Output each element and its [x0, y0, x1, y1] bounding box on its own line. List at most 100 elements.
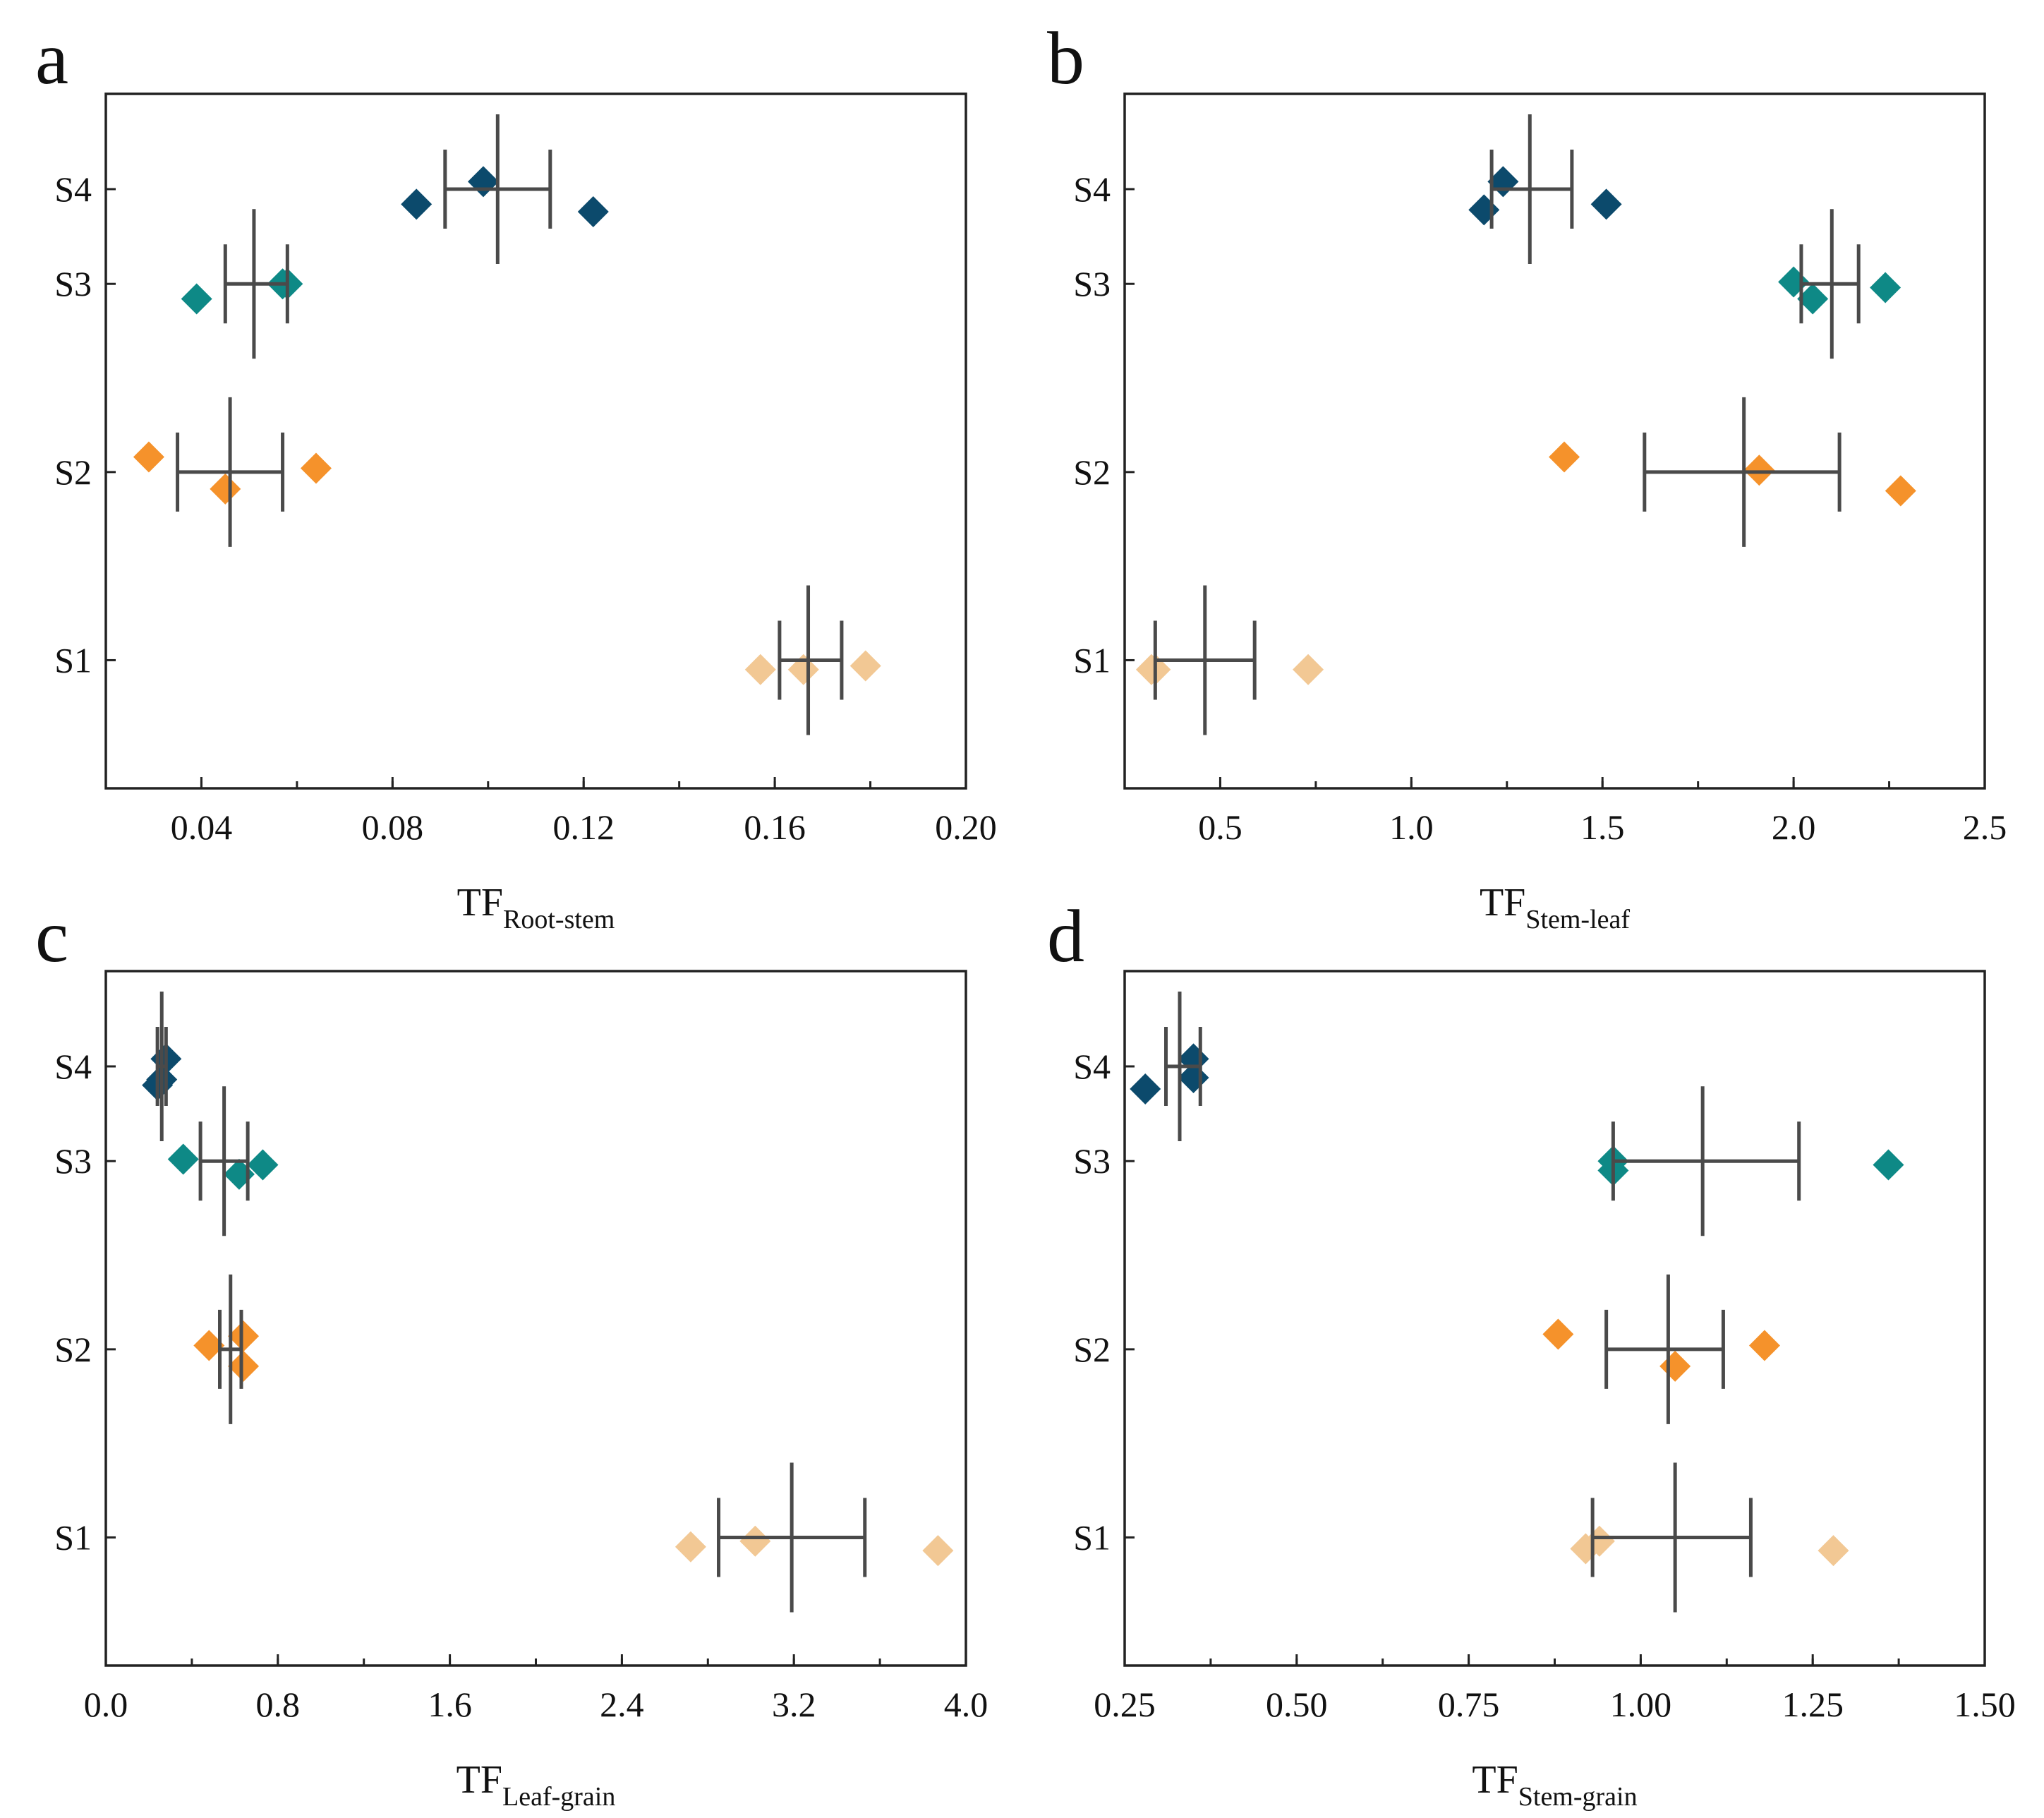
x-tick-label: 1.5	[1580, 807, 1625, 847]
x-tick-label: 3.2	[772, 1685, 816, 1724]
y-tick-label: S1	[1073, 640, 1111, 680]
y-tick-label: S2	[1073, 452, 1111, 492]
data-point	[1590, 188, 1622, 220]
data-point	[1885, 475, 1916, 507]
data-point	[922, 1535, 954, 1567]
series-S4	[401, 114, 609, 265]
data-point	[739, 1525, 771, 1557]
data-point	[468, 166, 500, 198]
data-point	[181, 283, 212, 315]
series-S4	[142, 992, 182, 1142]
series-S4	[1130, 992, 1209, 1142]
y-tick-label: S4	[1073, 169, 1111, 209]
panel-letter: a	[35, 17, 68, 100]
panel-a: a S1 S2 S3 S4 0.04 0.08 0.12 0.16 0.20 TFRoot-stem	[35, 17, 997, 934]
y-tick-label: S3	[54, 264, 92, 303]
x-axis-label: TFLeaf-grain	[456, 1758, 616, 1812]
y-tick-label: S1	[1073, 1517, 1111, 1557]
x-tick-label: 2.0	[1772, 807, 1816, 847]
y-tick-label: S2	[54, 452, 92, 492]
series-S3	[167, 1086, 279, 1236]
x-tick-label: 0.08	[362, 807, 424, 847]
series-S3	[1778, 209, 1901, 359]
x-tick-label: 2.4	[600, 1685, 644, 1724]
x-tick-label: 4.0	[944, 1685, 988, 1724]
data-point	[401, 188, 433, 220]
series-S3	[181, 209, 303, 359]
x-tick-label: 1.25	[1782, 1685, 1844, 1724]
data-point	[133, 441, 164, 473]
panel-c: c S1 S2 S3 S4 0.0 0.8 1.6 2.4 3.2 4.0 TFLeaf-grain	[35, 895, 988, 1812]
x-tick-label: 1.00	[1610, 1685, 1672, 1724]
data-point	[1743, 454, 1775, 486]
data-point	[1659, 1350, 1691, 1382]
data-point	[228, 1350, 260, 1382]
y-tick-label: S1	[54, 640, 92, 680]
series-S2	[193, 1274, 260, 1424]
y-tick-label: S3	[54, 1141, 92, 1181]
series-S1	[675, 1462, 954, 1613]
series-S2	[133, 397, 332, 547]
data-point	[300, 452, 332, 484]
data-point	[247, 1149, 279, 1181]
x-tick-label: 1.6	[428, 1685, 472, 1724]
plot-frame	[1123, 92, 1986, 790]
x-tick-label: 0.0	[84, 1685, 128, 1724]
series-S3	[1597, 1086, 1904, 1236]
data-point	[577, 195, 609, 227]
y-tick-label: S2	[54, 1330, 92, 1369]
data-point	[167, 1143, 199, 1175]
panel-letter: d	[1047, 895, 1084, 977]
x-tick-label: 1.0	[1389, 807, 1434, 847]
plot-frame	[104, 970, 967, 1667]
y-tick-label: S3	[1073, 1141, 1111, 1181]
data-point	[1130, 1073, 1161, 1104]
x-tick-label: 0.75	[1438, 1685, 1500, 1724]
panel-d: d S1 S2 S3 S4 0.25 0.50 0.75 1.00 1.25 1.50 TFStem-…	[1047, 895, 2016, 1812]
y-tick-label: S3	[1073, 264, 1111, 303]
y-tick-label: S2	[1073, 1330, 1111, 1369]
data-point	[675, 1531, 706, 1563]
series-S2	[1549, 397, 1916, 547]
x-tick-label: 2.5	[1963, 807, 2007, 847]
data-point	[1873, 1149, 1904, 1181]
plot-frame	[104, 92, 967, 790]
x-tick-label: 1.50	[1954, 1685, 2016, 1724]
data-point	[1818, 1535, 1849, 1567]
panel-b: b S1 S2 S3 S4 0.5 1.0 1.5 2.0 2.5 TFStem-leaf	[1047, 17, 2007, 934]
x-tick-label: 0.50	[1266, 1685, 1328, 1724]
series-S1	[744, 585, 881, 735]
x-tick-label: 0.5	[1198, 807, 1242, 847]
panel-letter: b	[1047, 17, 1084, 100]
series-S2	[1542, 1274, 1780, 1424]
x-tick-label: 0.16	[744, 807, 806, 847]
series-S4	[1468, 114, 1622, 265]
series-S1	[1570, 1462, 1849, 1613]
x-axis-label: TFStem-leaf	[1480, 881, 1630, 934]
x-tick-label: 0.8	[256, 1685, 301, 1724]
data-point	[744, 654, 776, 685]
data-point	[1549, 441, 1580, 473]
data-point	[1542, 1318, 1574, 1350]
x-tick-label: 0.20	[935, 807, 997, 847]
data-point	[193, 1330, 225, 1361]
data-point	[849, 650, 881, 682]
data-point	[228, 1320, 260, 1352]
x-axis-label: TFStem-grain	[1472, 1758, 1637, 1812]
y-tick-label: S1	[54, 1517, 92, 1557]
data-point	[1293, 654, 1324, 685]
x-axis-label: TFRoot-stem	[457, 881, 615, 934]
x-tick-label: 0.12	[552, 807, 615, 847]
plot-frame	[1123, 970, 1986, 1667]
data-point	[1468, 194, 1500, 226]
x-tick-label: 0.04	[171, 807, 233, 847]
data-point	[1797, 283, 1829, 315]
data-point	[210, 473, 241, 505]
y-tick-label: S4	[54, 169, 92, 209]
series-S1	[1135, 585, 1324, 735]
y-tick-label: S4	[54, 1047, 92, 1086]
data-point	[1870, 272, 1901, 303]
panel-letter: c	[35, 895, 68, 977]
data-point	[1748, 1330, 1780, 1361]
